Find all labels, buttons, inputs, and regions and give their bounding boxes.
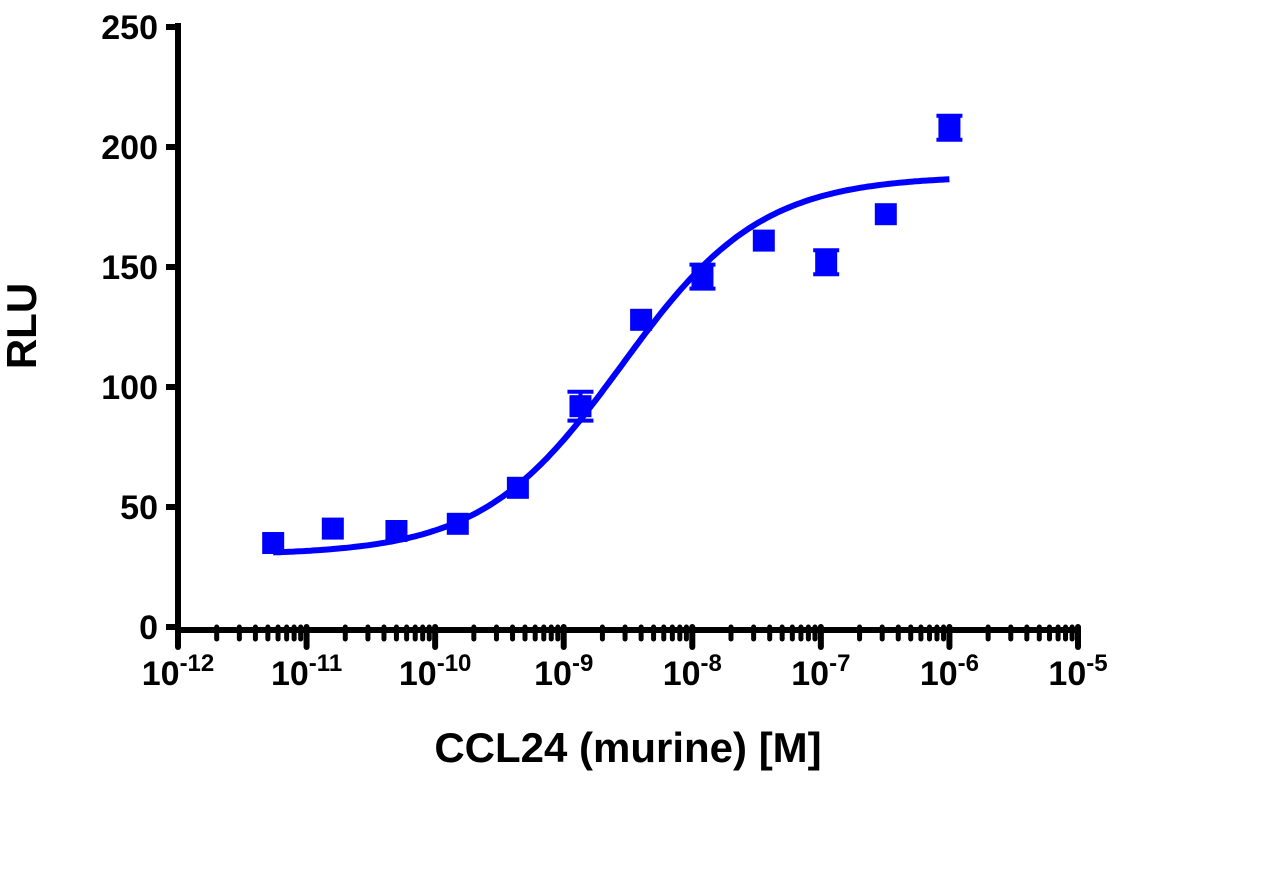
x-tick-base: 10 bbox=[663, 655, 701, 693]
y-tick-label: 50 bbox=[120, 489, 158, 527]
y-tick-label: 100 bbox=[101, 369, 158, 407]
x-tick-exponent: -12 bbox=[180, 650, 215, 677]
x-tick-base: 10 bbox=[534, 655, 572, 693]
y-axis-title: RLU bbox=[0, 283, 45, 369]
x-tick-exponent: -8 bbox=[701, 650, 722, 677]
data-point bbox=[936, 113, 963, 142]
square-marker bbox=[630, 308, 653, 331]
x-tick-label: 10-12 bbox=[142, 650, 215, 693]
y-tick-label: 150 bbox=[101, 249, 158, 287]
x-tick-label: 10-7 bbox=[791, 650, 850, 693]
x-tick-label: 10-5 bbox=[1048, 650, 1107, 693]
x-tick-exponent: -6 bbox=[958, 650, 979, 677]
data-point bbox=[446, 512, 469, 535]
x-tick-label: 10-11 bbox=[271, 650, 342, 693]
square-marker bbox=[321, 517, 344, 540]
square-marker bbox=[569, 395, 592, 418]
x-tick-exponent: -11 bbox=[309, 650, 342, 677]
data-point bbox=[262, 532, 285, 554]
x-tick-base: 10 bbox=[142, 655, 180, 693]
square-marker bbox=[446, 512, 469, 535]
data-point bbox=[385, 520, 408, 542]
x-tick-exponent: -7 bbox=[829, 650, 850, 677]
square-marker bbox=[874, 203, 897, 226]
square-marker bbox=[752, 229, 775, 252]
data-point bbox=[874, 203, 897, 226]
data-point bbox=[813, 248, 840, 277]
x-tick-base: 10 bbox=[920, 655, 958, 693]
data-point bbox=[689, 262, 716, 291]
data-point bbox=[630, 308, 653, 331]
x-tick-exponent: -10 bbox=[437, 650, 472, 677]
data-point bbox=[321, 517, 344, 540]
y-tick-label: 200 bbox=[101, 129, 158, 167]
y-tick-label: 0 bbox=[139, 609, 158, 647]
x-tick-base: 10 bbox=[1048, 655, 1086, 693]
square-marker bbox=[385, 520, 408, 542]
data-point bbox=[752, 229, 775, 252]
y-tick-label: 250 bbox=[101, 9, 158, 47]
x-tick-exponent: -9 bbox=[572, 650, 593, 677]
x-tick-label: 10-6 bbox=[920, 650, 979, 693]
square-marker bbox=[815, 251, 838, 274]
x-tick-base: 10 bbox=[271, 655, 309, 693]
x-tick-label: 10-8 bbox=[663, 650, 722, 693]
square-marker bbox=[506, 476, 529, 499]
square-marker bbox=[691, 265, 714, 288]
x-tick-base: 10 bbox=[399, 655, 437, 693]
square-marker bbox=[938, 116, 961, 139]
data-points bbox=[262, 113, 963, 554]
data-point bbox=[567, 389, 594, 423]
x-tick-label: 10-10 bbox=[399, 650, 472, 693]
x-axis-title: CCL24 (murine) [M] bbox=[434, 724, 821, 771]
x-tick-label: 10-9 bbox=[534, 650, 593, 693]
data-point bbox=[506, 476, 529, 499]
fit-curve bbox=[273, 176, 950, 556]
square-marker bbox=[262, 532, 285, 554]
x-tick-exponent: -5 bbox=[1086, 650, 1107, 677]
x-tick-base: 10 bbox=[791, 655, 829, 693]
